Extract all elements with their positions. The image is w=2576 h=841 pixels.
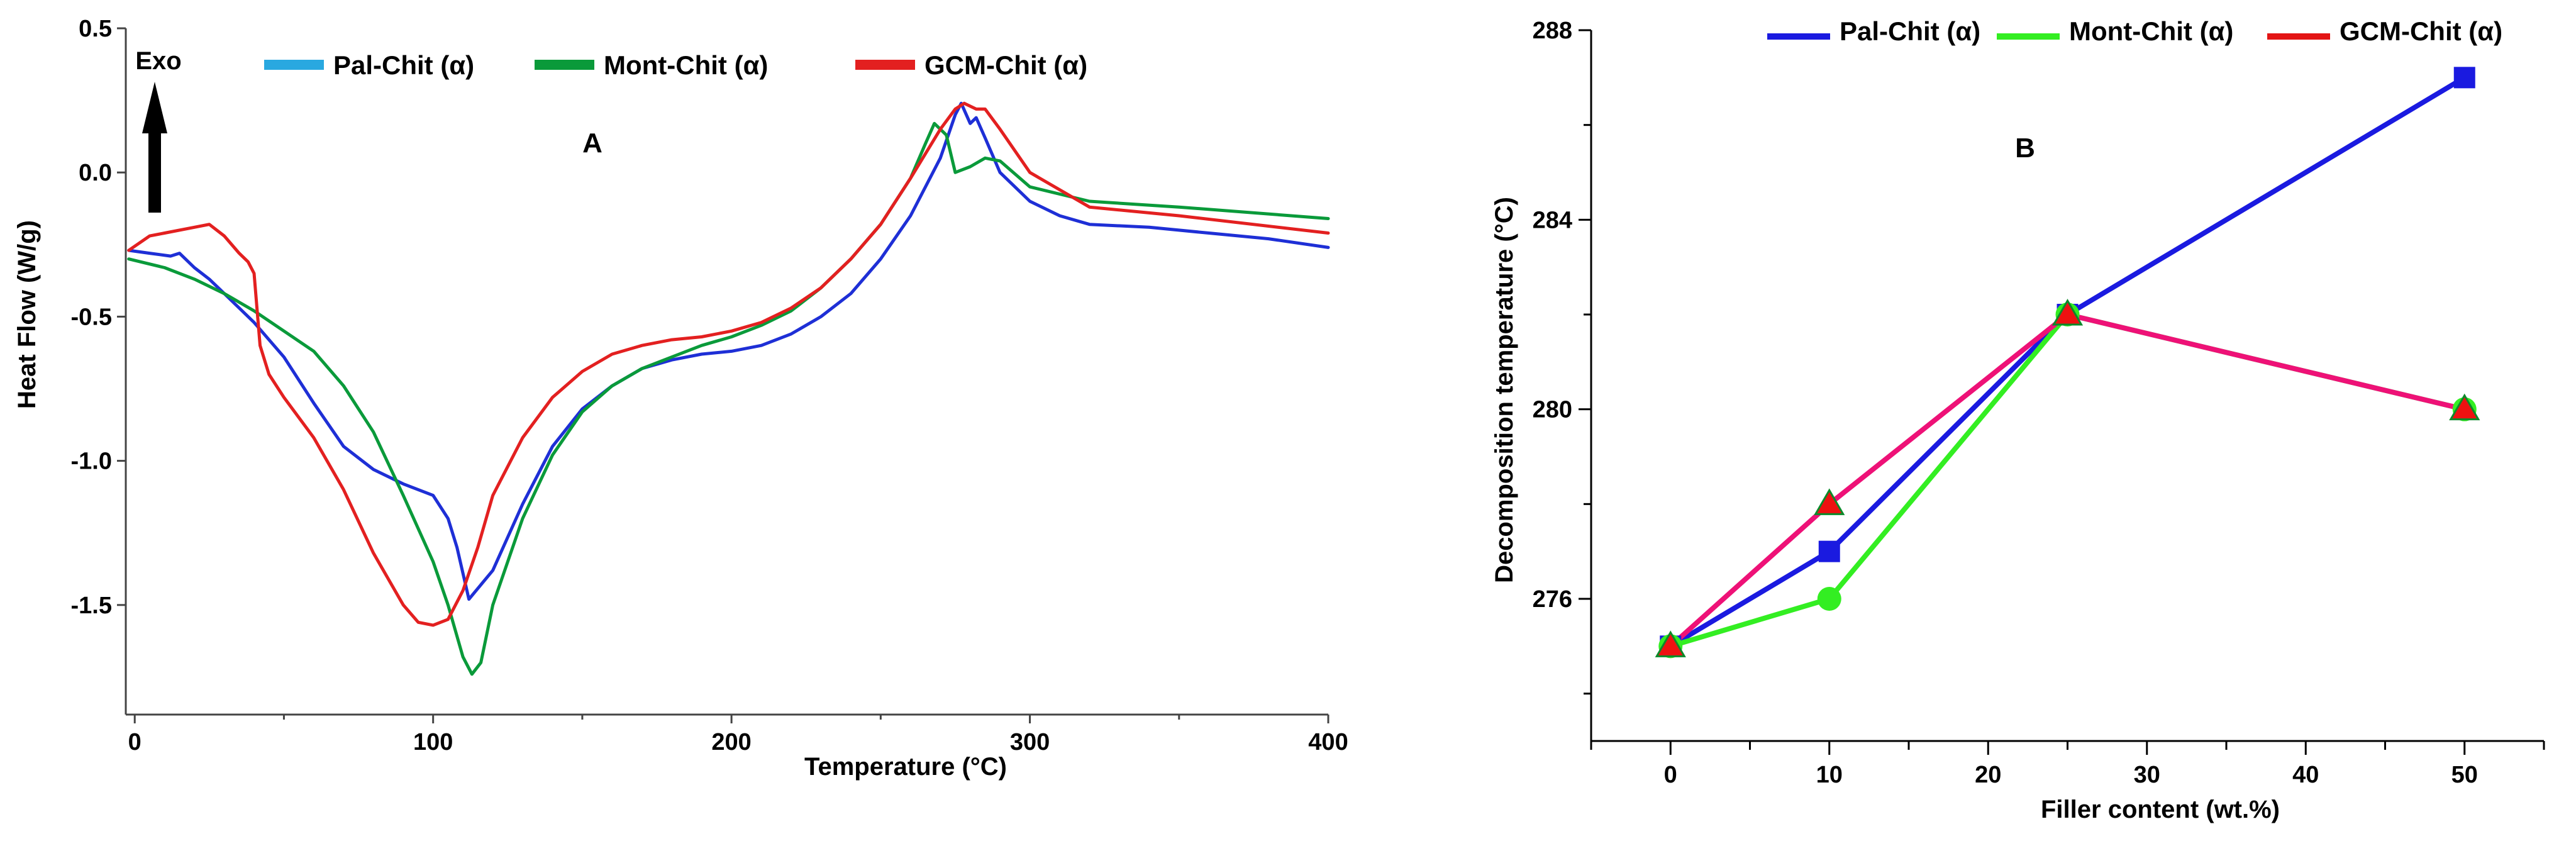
chart-a-series-line-2 [127, 121, 1330, 676]
chart-a-series-line-3 [127, 101, 1330, 627]
chart-a-legend-label-2: Mont-Chit (α) [604, 50, 768, 80]
chart-a-x-tick-label: 300 [1010, 729, 1050, 755]
chart-a-y-tick-label: 0.0 [79, 160, 112, 186]
chart-a-legend-label-1: Pal-Chit (α) [333, 50, 474, 80]
chart-b-point-1-2 [1818, 540, 1840, 562]
chart-b-y-tick-label: 276 [1533, 586, 1572, 613]
chart-b-axes: 0 10 20 30 40 50 276 280 284 288 [1533, 18, 2545, 788]
exo-annotation: Exo [135, 47, 181, 75]
chart-b-legend-label-1: Pal-Chit (α) [1840, 16, 1980, 46]
chart-b-point-3-2 [1814, 488, 1845, 515]
chart-b-x-axis-title: Filler content (wt.%) [2041, 796, 2280, 823]
chart-b-y-tick-label: 288 [1533, 18, 1572, 44]
chart-b-point-3-3 [2051, 299, 2084, 326]
chart-b-x-tick-label: 30 [2134, 762, 2160, 788]
chart-b-point-1-4 [2453, 67, 2475, 89]
chart-a-y-tick-label: 0.5 [79, 16, 112, 42]
exo-arrow-head [142, 82, 167, 133]
chart-b-legend-label-2: Mont-Chit (α) [2069, 16, 2233, 46]
chart-b-x-tick-label: 0 [1664, 762, 1677, 788]
chart-b-series-line-1 [1669, 75, 2466, 649]
chart-b-legend: Pal-Chit (α) Mont-Chit (α) GCM-Chit (α) [1767, 16, 2502, 46]
chart-a-y-tick-label: -1.0 [71, 448, 112, 475]
chart-a-series [127, 101, 1330, 676]
chart-b-y-axis-title: Decomposition temperature (°C) [1491, 197, 1518, 583]
chart-a-x-tick-label: 200 [711, 729, 751, 755]
chart-a-axes: 0 100 200 300 400 0.5 0.0 -0.5 -1.0 -1.5 [71, 16, 1348, 755]
exo-arrow-shaft [148, 126, 161, 213]
chart-a-x-tick-label: 0 [128, 729, 142, 755]
chart-b-panel-label: B [2015, 133, 2035, 164]
chart-b-series-line-2 [1670, 312, 2465, 649]
chart-b-y-tick-label: 280 [1533, 397, 1572, 423]
chart-a-x-tick-label: 100 [413, 729, 453, 755]
chart-b-x-tick-label: 10 [1816, 762, 1843, 788]
chart-b-series [1655, 67, 2480, 659]
chart-b-series-line-3 [1668, 312, 2465, 649]
chart-a-x-axis-title: Temperature (°C) [804, 753, 1007, 781]
chart-a-legend-label-3: GCM-Chit (α) [924, 50, 1087, 80]
chart-a-legend: Pal-Chit (α) Mont-Chit (α) GCM-Chit (α) [264, 50, 1087, 80]
chart-b-y-tick-label: 284 [1533, 207, 1572, 233]
chart-b-point-3-4 [2449, 393, 2480, 421]
chart-a-y-axis-title: Heat Flow (W/g) [13, 220, 41, 409]
chart-a-x-tick-label: 400 [1308, 729, 1348, 755]
chart-b: B Filler content (wt.%) Decomposition te… [1491, 16, 2545, 823]
chart-b-x-tick-label: 20 [1975, 762, 2001, 788]
chart-b-x-tick-label: 40 [2292, 762, 2319, 788]
chart-a: A Temperature (°C) Heat Flow (W/g) Exo 0… [13, 16, 1348, 781]
chart-b-point-2-2 [1817, 587, 1841, 611]
chart-a-series-line-1 [127, 101, 1330, 601]
chart-a-panel-label: A [582, 128, 602, 159]
chart-a-y-tick-label: -0.5 [71, 304, 112, 330]
chart-a-y-tick-label: -1.5 [71, 593, 112, 619]
exo-arrow [142, 82, 167, 213]
chart-b-point-3-1 [1655, 630, 1686, 657]
chart-b-x-tick-label: 50 [2451, 762, 2478, 788]
chart-b-legend-label-3: GCM-Chit (α) [2340, 16, 2502, 46]
